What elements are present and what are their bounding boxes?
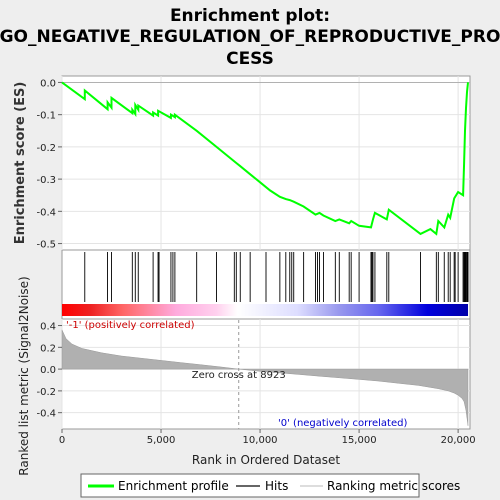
es-tick-label: -0.2 [36, 143, 56, 154]
es-tick-label: -0.1 [36, 111, 56, 122]
metric-tick-label: -0.4 [36, 409, 56, 420]
rank-color-bar [62, 304, 469, 316]
x-tick-label: 10,000 [243, 435, 278, 446]
ranking-metric-fill [61, 329, 469, 426]
es-tick-label: -0.4 [36, 207, 56, 218]
es-gridlines [61, 76, 470, 250]
legend-enrichment-label: Enrichment profile [118, 479, 229, 493]
enrichment-profile-polyline [61, 81, 469, 236]
zero-cross-label: Zero cross at 8923 [192, 370, 286, 381]
es-tick-label: -0.3 [36, 175, 56, 186]
x-tick-label: 5,000 [147, 435, 176, 446]
metric-tick-label: 0.4 [40, 322, 56, 333]
es-tick-label: 0.0 [40, 78, 56, 89]
legend-metric-label: Ranking metric scores [327, 479, 460, 493]
x-tick-label: 20,000 [441, 435, 476, 446]
colorbar-rect [62, 304, 469, 316]
es-y-ticks: 0.0 -0.1 -0.2 -0.3 -0.4 -0.5 [36, 78, 62, 251]
ranking-metric-area [61, 329, 469, 426]
positive-correlation-label: '-1' (positively correlated) [66, 320, 195, 331]
x-axis-ticks: 0 5,000 10,000 15,000 20,000 [59, 429, 476, 446]
metric-y-ticks: 0.4 0.2 0.0 -0.2 -0.4 [36, 322, 62, 420]
title-line-3: CESS [226, 49, 274, 69]
hit-marks [84, 252, 469, 302]
metric-tick-label: 0.0 [40, 365, 56, 376]
title-line-1: Enrichment plot: [170, 6, 330, 26]
title-line-2: GO_NEGATIVE_REGULATION_OF_REPRODUCTIVE_P… [0, 27, 500, 47]
metric-y-axis-label: Ranked list metric (Signal2Noise) [17, 276, 31, 475]
metric-tick-label: -0.2 [36, 387, 56, 398]
enrichment-profile-line [61, 81, 469, 236]
x-tick-label: 0 [59, 435, 65, 446]
es-tick-label: -0.5 [36, 240, 56, 251]
metric-tick-label: 0.2 [40, 343, 56, 354]
legend-hits-label: Hits [265, 479, 288, 493]
x-axis-label: Rank in Ordered Dataset [192, 453, 340, 467]
negative-correlation-label: '0' (negatively correlated) [278, 418, 407, 429]
x-tick-label: 15,000 [342, 435, 377, 446]
es-y-axis-label: Enrichment score (ES) [13, 82, 28, 245]
